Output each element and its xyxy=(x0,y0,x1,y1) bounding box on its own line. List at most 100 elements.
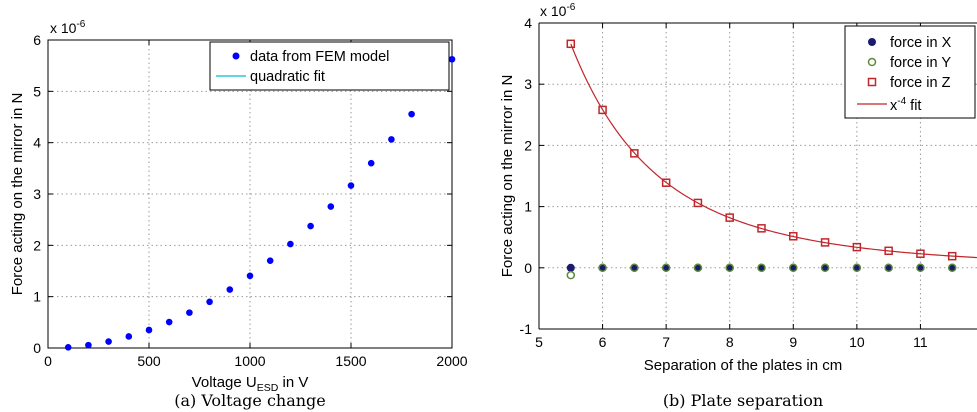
x-tick-label: 11 xyxy=(913,334,928,350)
y-tick-label: -1 xyxy=(520,321,533,337)
data-point xyxy=(85,341,92,349)
data-point xyxy=(125,333,133,340)
legend-marker-z xyxy=(867,77,877,87)
caption: (b) Plate separation xyxy=(663,391,823,410)
data-point xyxy=(307,222,314,230)
data-point xyxy=(266,257,274,264)
caption: (a) Voltage change xyxy=(174,391,326,410)
data-point-z xyxy=(820,238,830,247)
legend: force in X force in Y force in Z x-4 fit xyxy=(844,25,976,119)
y-tick-label: 3 xyxy=(524,76,532,92)
data-point-x xyxy=(566,263,575,272)
data-point-y xyxy=(725,263,734,273)
data-point-y xyxy=(884,263,893,273)
data-point-z xyxy=(947,251,957,261)
data-point-x xyxy=(852,263,861,272)
legend-marker-x xyxy=(868,38,876,46)
data-point xyxy=(246,272,254,280)
data-point xyxy=(448,55,456,63)
data-point-z xyxy=(661,178,671,187)
y-tick-label: 1 xyxy=(524,199,532,215)
data-point-y xyxy=(693,263,703,273)
chart-voltage-change: 0 500 1000 1500 2000 0 1 2 3 4 5 6 x 10-6 Force act… xyxy=(9,19,468,410)
data-point-x xyxy=(884,263,893,272)
x-tick-label: 7 xyxy=(662,334,670,350)
data-point-x xyxy=(693,263,702,272)
y-tick-label: 4 xyxy=(33,135,41,151)
data-point xyxy=(105,338,112,345)
x-tick-label: 1500 xyxy=(335,353,366,369)
legend-label-fit: x-4 fit xyxy=(890,96,921,114)
data-point-x xyxy=(948,263,957,272)
y-tick-label: 6 xyxy=(33,32,41,48)
y-multiplier: x 10-6 xyxy=(540,2,576,19)
data-point-z xyxy=(916,249,925,258)
data-point-x xyxy=(757,263,766,272)
data-point-y xyxy=(789,263,798,273)
data-point-y xyxy=(820,263,830,273)
data-point-x xyxy=(662,263,671,272)
data-point-y xyxy=(598,263,607,273)
data-point xyxy=(408,110,415,118)
data-point-y xyxy=(757,263,766,273)
data-point-x xyxy=(725,263,734,272)
x-tick-label: 1000 xyxy=(234,353,265,369)
y-tick-label: 4 xyxy=(524,15,532,31)
legend-marker-fem xyxy=(232,52,240,60)
data-point xyxy=(327,203,335,210)
y-tick-label: 2 xyxy=(33,237,41,253)
fit-line xyxy=(570,43,977,259)
data-point xyxy=(145,326,153,334)
data-point xyxy=(287,240,294,248)
data-point-x xyxy=(821,263,830,272)
legend-label-z: force in Z xyxy=(890,75,951,91)
x-tick-label: 5 xyxy=(535,334,543,350)
data-point xyxy=(186,309,193,316)
data-point-x xyxy=(630,263,639,272)
data-point-x xyxy=(789,263,798,272)
y-tick-label: 3 xyxy=(33,186,41,202)
legend-label-y: force in Y xyxy=(890,55,951,71)
data-point-y xyxy=(852,263,862,273)
x-axis-label: Voltage UESD in V xyxy=(192,374,309,394)
data-point xyxy=(165,318,173,326)
data-point-y xyxy=(566,270,576,280)
data-point-y xyxy=(630,263,639,273)
data-point-y xyxy=(916,263,925,273)
data-point xyxy=(367,159,375,167)
data-point-z xyxy=(566,39,576,49)
y-tick-label: 2 xyxy=(524,137,532,153)
data-point-z xyxy=(630,149,639,158)
data-point xyxy=(64,343,72,351)
data-point-y xyxy=(661,263,671,273)
x-tick-label: 500 xyxy=(137,353,161,369)
legend-label-x: force in X xyxy=(890,35,952,51)
x-tick-label: 9 xyxy=(789,334,797,350)
data-point-z xyxy=(725,213,734,222)
legend-label-fem: data from FEM model xyxy=(250,49,389,65)
legend-marker-y xyxy=(867,57,877,67)
y-axis-label: Force acting on the mirror in N xyxy=(499,75,516,278)
x-tick-label: 10 xyxy=(849,334,865,350)
y-multiplier: x 10-6 xyxy=(50,19,86,36)
data-point-y xyxy=(947,263,957,273)
data-point-x xyxy=(598,263,607,272)
data-point xyxy=(206,298,213,306)
data-point xyxy=(226,286,234,293)
data-point-x xyxy=(916,263,925,272)
x-tick-label: 2000 xyxy=(436,353,467,369)
y-tick-label: 0 xyxy=(524,260,532,276)
data-point-z xyxy=(789,232,798,241)
data-point-z xyxy=(884,246,893,256)
x-axis-label: Separation of the plates in cm xyxy=(644,357,842,374)
data-point-z xyxy=(598,105,607,115)
legend-label-fit: quadratic fit xyxy=(250,69,325,85)
x-tick-label: 6 xyxy=(599,334,607,350)
x-tick-label: 0 xyxy=(44,353,52,369)
data-point-z xyxy=(693,198,703,208)
y-tick-label: 0 xyxy=(33,340,41,356)
y-tick-label: 1 xyxy=(33,289,41,305)
y-axis-label: Force acting on the mirror in N xyxy=(9,93,26,296)
